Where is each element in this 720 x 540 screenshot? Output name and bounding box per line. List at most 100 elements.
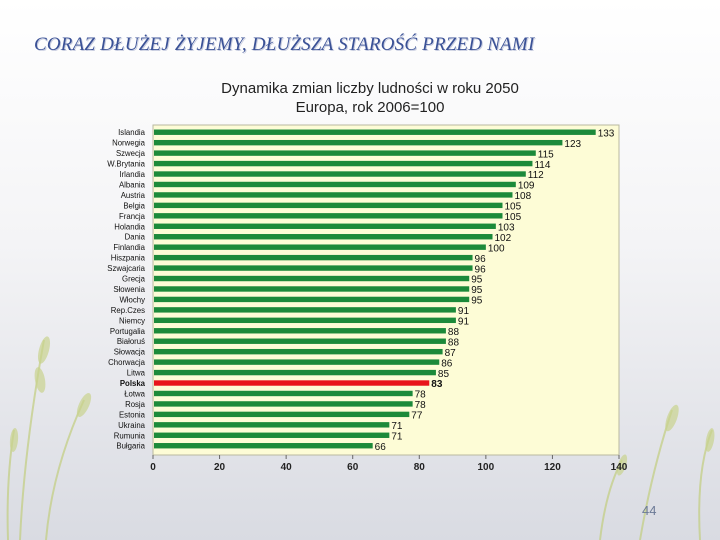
bar-2	[154, 150, 536, 156]
x-tick-label-4: 80	[414, 462, 426, 473]
bar-22	[154, 359, 440, 365]
category-label-29: Rumunia	[114, 431, 146, 440]
x-tick-label-2: 40	[281, 462, 293, 473]
category-label-19: Portugalia	[110, 327, 146, 336]
bar-13	[154, 265, 473, 271]
bar-8	[154, 213, 503, 219]
data-label-2: 115	[538, 149, 554, 160]
category-label-6: Austria	[121, 191, 146, 200]
category-label-7: Belgia	[123, 201, 145, 210]
category-label-26: Rosja	[125, 400, 146, 409]
bar-12	[154, 254, 473, 261]
data-label-29: 71	[391, 431, 403, 442]
bar-28	[154, 422, 390, 428]
category-label-5: Albania	[119, 180, 146, 189]
data-label-12: 96	[475, 254, 487, 265]
category-label-13: Szwajcaria	[107, 264, 145, 273]
bar-23	[154, 369, 436, 376]
chart-title: Dynamika zmian liczby ludności w roku 20…	[221, 80, 519, 97]
bar-25	[154, 390, 413, 397]
data-label-8: 105	[505, 212, 522, 223]
category-label-11: Finlandia	[113, 243, 145, 252]
data-label-13: 96	[475, 264, 487, 275]
slide-title: CORAZ DŁUŻEJ ŻYJEMY, DŁUŻSZA STAROŚĆ PRZ…	[34, 34, 535, 55]
bar-7	[154, 202, 503, 209]
bar-29	[154, 432, 390, 438]
bar-1	[154, 139, 563, 146]
category-label-8: Francja	[119, 212, 146, 221]
x-tick-label-1: 20	[214, 462, 226, 473]
data-label-30: 66	[375, 442, 387, 453]
bar-24	[154, 380, 430, 386]
data-label-3: 114	[534, 160, 550, 171]
category-label-12: Hiszpania	[111, 254, 146, 263]
data-label-14: 95	[471, 275, 483, 286]
data-label-17: 91	[458, 306, 470, 317]
category-label-4: Irlandia	[119, 170, 145, 179]
category-label-24: Polska	[120, 379, 146, 388]
category-label-2: Szwecja	[116, 149, 146, 158]
category-label-28: Ukraina	[118, 421, 146, 430]
category-label-16: Włochy	[119, 295, 145, 304]
data-label-21: 87	[445, 348, 457, 359]
x-tick-label-5: 100	[478, 462, 495, 473]
bar-19	[154, 328, 446, 334]
bar-11	[154, 244, 486, 250]
x-tick-label-7: 140	[611, 462, 628, 473]
category-label-27: Estonia	[119, 410, 146, 419]
category-label-21: Słowacja	[114, 348, 146, 357]
bar-16	[154, 296, 470, 303]
chart-subtitle: Europa, rok 2006=100	[295, 99, 445, 116]
data-label-26: 78	[415, 400, 427, 411]
data-label-1: 123	[564, 139, 581, 150]
page-number: 44	[642, 503, 657, 518]
category-label-17: Rep.Czes	[111, 306, 145, 315]
category-label-18: Niemcy	[119, 316, 145, 325]
chart-title-block: Dynamika zmian liczby ludności w roku 20…	[150, 79, 590, 117]
data-label-25: 78	[415, 390, 427, 401]
category-label-9: Holandia	[114, 222, 145, 231]
data-label-15: 95	[471, 285, 483, 296]
bar-21	[154, 348, 443, 355]
category-label-20: Białoruś	[117, 337, 145, 346]
bar-27	[154, 411, 410, 418]
bar-5	[154, 181, 516, 188]
category-label-15: Słowenia	[113, 285, 145, 294]
category-label-1: Norwegia	[112, 139, 146, 148]
category-label-25: Łotwa	[124, 389, 145, 398]
bar-0	[154, 129, 596, 135]
data-label-0: 133	[598, 128, 615, 139]
data-label-27: 77	[411, 411, 423, 422]
data-label-24: 83	[431, 379, 443, 390]
data-label-11: 100	[488, 243, 505, 254]
bar-4	[154, 171, 526, 177]
bar-26	[154, 401, 413, 407]
data-label-28: 71	[391, 421, 403, 432]
data-label-20: 88	[448, 337, 460, 348]
data-label-18: 91	[458, 317, 470, 328]
category-label-23: Litwa	[127, 369, 146, 378]
data-label-5: 109	[518, 181, 535, 192]
data-label-4: 112	[528, 170, 544, 181]
bar-14	[154, 275, 470, 282]
bar-3	[154, 160, 533, 167]
data-label-19: 88	[448, 327, 460, 338]
category-label-10: Dania	[125, 233, 146, 242]
category-label-22: Chorwacja	[108, 358, 145, 367]
data-label-23: 85	[438, 369, 450, 380]
x-tick-label-6: 120	[544, 462, 561, 473]
category-label-0: Islandia	[118, 128, 146, 137]
data-label-10: 102	[495, 233, 512, 244]
category-label-14: Grecja	[122, 275, 146, 284]
bar-6	[154, 192, 513, 198]
category-label-3: W.Brytania	[107, 160, 145, 169]
bar-10	[154, 234, 493, 240]
x-tick-label-3: 60	[347, 462, 359, 473]
bar-17	[154, 307, 456, 313]
data-label-9: 103	[498, 222, 515, 233]
data-label-6: 108	[514, 191, 531, 202]
bar-9	[154, 223, 496, 229]
data-label-16: 95	[471, 296, 483, 307]
data-label-7: 105	[505, 202, 522, 213]
